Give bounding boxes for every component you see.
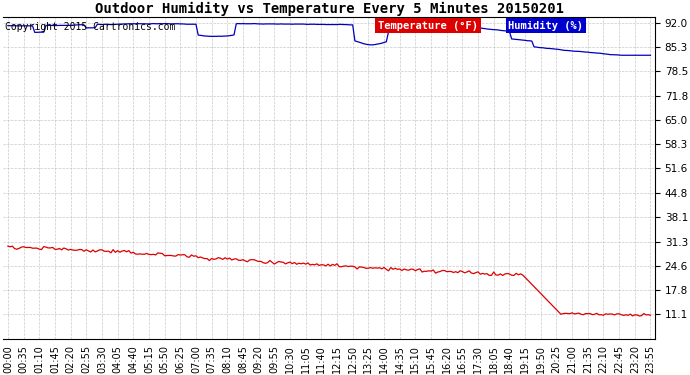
Text: Copyright 2015 Cartronics.com: Copyright 2015 Cartronics.com bbox=[5, 22, 175, 32]
Text: Humidity (%): Humidity (%) bbox=[509, 21, 583, 31]
Title: Outdoor Humidity vs Temperature Every 5 Minutes 20150201: Outdoor Humidity vs Temperature Every 5 … bbox=[95, 2, 564, 16]
Text: Temperature (°F): Temperature (°F) bbox=[378, 21, 478, 31]
